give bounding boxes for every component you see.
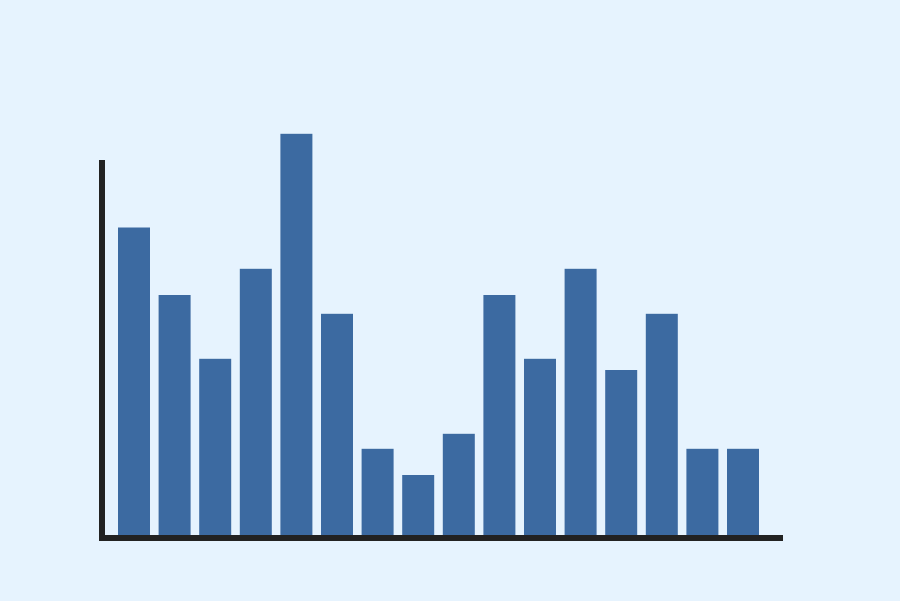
bar-16 <box>727 448 759 536</box>
bar-13 <box>605 370 638 535</box>
bars-group <box>118 133 759 536</box>
bar-11 <box>524 358 556 536</box>
bar-4 <box>239 268 272 536</box>
bar-5 <box>280 133 313 536</box>
bar-2 <box>158 295 191 535</box>
bar-15 <box>686 448 719 536</box>
bar-1 <box>118 227 150 535</box>
bar-8 <box>402 475 435 535</box>
bar-7 <box>361 448 394 536</box>
bar-10 <box>483 295 516 535</box>
bar-3 <box>199 358 232 536</box>
bar-6 <box>321 313 353 536</box>
bar-12 <box>564 268 597 536</box>
bar-9 <box>442 433 475 536</box>
bar-14 <box>645 313 678 536</box>
